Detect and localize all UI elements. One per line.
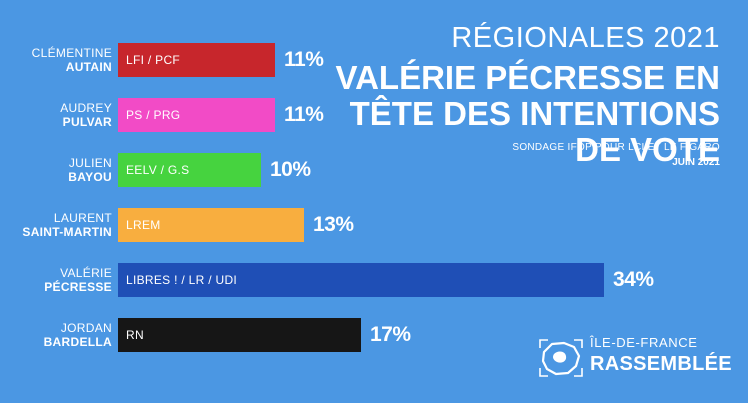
data-label: 10% [270, 158, 311, 181]
bar: RN [118, 318, 361, 352]
party-label: LFI / PCF [126, 53, 181, 67]
poll-date: JUIN 2021 [672, 157, 720, 168]
bar: EELV / G.S [118, 153, 261, 187]
candidate-last-name: PÉCRESSE [44, 280, 112, 294]
campaign-logo: ÎLE-DE-FRANCE RASSEMBLÉE [538, 332, 732, 382]
logo-text-slogan: RASSEMBLÉE [590, 353, 732, 375]
candidate-name: LAURENT SAINT-MARTIN [2, 211, 112, 239]
data-label: 11% [284, 103, 324, 126]
candidate-name: JULIEN BAYOU [2, 156, 112, 184]
candidate-first-name: JORDAN [60, 321, 112, 335]
bar: PS / PRG [118, 98, 275, 132]
candidate-last-name: PULVAR [62, 115, 112, 129]
candidate-first-name: AUDREY [60, 101, 112, 115]
candidate-name: AUDREY PULVAR [2, 101, 112, 129]
candidate-first-name: LAURENT [53, 211, 112, 225]
candidate-name: CLÉMENTINE AUTAIN [2, 46, 112, 74]
bar: LIBRES ! / LR / UDI [118, 263, 604, 297]
candidate-first-name: JULIEN [68, 156, 112, 170]
data-label: 13% [313, 213, 354, 236]
candidate-last-name: SAINT-MARTIN [22, 225, 112, 239]
candidate-first-name: VALÉRIE [60, 266, 112, 280]
chart-headline: VALÉRIE PÉCRESSE EN TÊTE DES INTENTIONS … [335, 59, 720, 168]
party-label: PS / PRG [126, 108, 181, 122]
data-label: 11% [284, 48, 324, 71]
party-label: RN [126, 328, 144, 342]
bar: LREM [118, 208, 304, 242]
logo-text-region: ÎLE-DE-FRANCE [590, 335, 698, 350]
chart-title: RÉGIONALES 2021 [451, 22, 720, 54]
ile-de-france-map-icon [539, 339, 583, 377]
bar: LFI / PCF [118, 43, 275, 77]
party-label: EELV / G.S [126, 163, 190, 177]
party-label: LIBRES ! / LR / UDI [126, 273, 238, 287]
candidate-last-name: AUTAIN [65, 60, 112, 74]
poll-source: SONDAGE IFOP POUR LCI ET LE FIGARO [512, 142, 720, 153]
candidate-name: JORDAN BARDELLA [2, 321, 112, 349]
candidate-name: VALÉRIE PÉCRESSE [2, 266, 112, 294]
candidate-last-name: BAYOU [68, 170, 112, 184]
candidate-last-name: BARDELLA [43, 335, 112, 349]
data-label: 34% [613, 268, 654, 291]
candidate-first-name: CLÉMENTINE [31, 46, 112, 60]
party-label: LREM [126, 218, 161, 232]
data-label: 17% [370, 323, 411, 346]
